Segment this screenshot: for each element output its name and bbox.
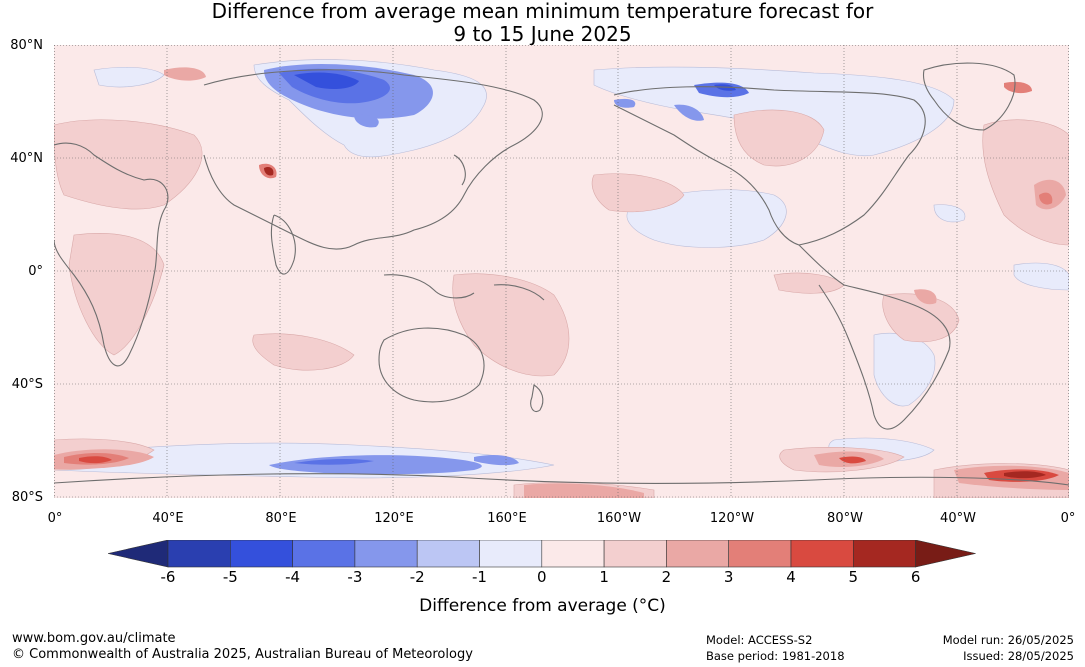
colorbar-title: Difference from average (°C) bbox=[419, 596, 666, 616]
graticule bbox=[54, 45, 1069, 498]
anomaly-map bbox=[54, 45, 1069, 498]
lon-label-80e: 80°E bbox=[265, 511, 297, 526]
warm-anomaly-core bbox=[54, 67, 1069, 498]
footer-model: Model: ACCESS-S2 bbox=[706, 633, 813, 647]
colorbar-tick-label: 1 bbox=[599, 568, 609, 586]
map-svg bbox=[54, 45, 1069, 498]
lon-label-0: 0° bbox=[47, 511, 63, 526]
colorbar-svg bbox=[107, 539, 976, 568]
lat-label-80s: 80°S bbox=[11, 490, 43, 505]
colorbar-segment bbox=[728, 539, 792, 568]
colorbar bbox=[107, 539, 978, 572]
colorbar-segment bbox=[230, 539, 293, 568]
lon-label-80w: 80°W bbox=[827, 511, 863, 526]
lon-label-120e: 120°E bbox=[374, 511, 414, 526]
colorbar-segment bbox=[603, 539, 667, 568]
lat-label-40n: 40°N bbox=[10, 151, 43, 166]
lat-label-0: 0° bbox=[28, 264, 43, 279]
title-line-2: 9 to 15 June 2025 bbox=[453, 22, 632, 46]
chart-title: Difference from average mean minimum tem… bbox=[0, 0, 1085, 46]
colorbar-tick-label: -2 bbox=[409, 568, 425, 586]
colorbar-segment bbox=[354, 539, 418, 568]
colorbar-tick-label: -5 bbox=[222, 568, 238, 586]
footer-issued: Issued: 28/05/2025 bbox=[963, 649, 1074, 663]
lon-label-0-right: 0° bbox=[1060, 511, 1076, 526]
footer-copyright: © Commonwealth of Australia 2025, Austra… bbox=[12, 647, 473, 662]
colorbar-tick-label: 6 bbox=[910, 568, 921, 586]
colorbar-extend-high bbox=[915, 539, 976, 568]
cold-anomaly-core bbox=[264, 63, 749, 475]
coastlines bbox=[54, 62, 1069, 486]
lon-label-160w: 160°W bbox=[596, 511, 642, 526]
colorbar-tick-label: 2 bbox=[661, 568, 672, 586]
colorbar-tick-label: 3 bbox=[723, 568, 734, 586]
colorbar-segment bbox=[416, 539, 480, 568]
title-line-1: Difference from average mean minimum tem… bbox=[211, 0, 874, 23]
colorbar-extend-low bbox=[107, 539, 169, 568]
colorbar-tick-label: -4 bbox=[285, 568, 301, 586]
colorbar-segment bbox=[666, 539, 730, 568]
lon-label-40w: 40°W bbox=[940, 511, 976, 526]
lon-label-40e: 40°E bbox=[152, 511, 184, 526]
lat-label-80n: 80°N bbox=[10, 38, 43, 53]
footer-model-run: Model run: 26/05/2025 bbox=[942, 633, 1074, 647]
footer-url: www.bom.gov.au/climate bbox=[12, 631, 176, 646]
colorbar-tick-label: 4 bbox=[786, 568, 796, 586]
colorbar-tick-label: -3 bbox=[347, 568, 363, 586]
lon-label-120w: 120°W bbox=[709, 511, 755, 526]
colorbar-segment bbox=[790, 539, 854, 568]
colorbar-segment bbox=[479, 539, 543, 568]
colorbar-tick-label: -6 bbox=[160, 568, 176, 586]
footer-base-period: Base period: 1981-2018 bbox=[706, 649, 845, 663]
colorbar-tick-label: 0 bbox=[537, 568, 547, 586]
colorbar-segment bbox=[541, 539, 605, 568]
lat-label-40s: 40°S bbox=[11, 377, 43, 392]
lon-label-160e: 160°E bbox=[487, 511, 527, 526]
colorbar-tick-label: -1 bbox=[472, 568, 487, 586]
colorbar-segment bbox=[292, 539, 356, 568]
colorbar-tick-label: 5 bbox=[848, 568, 859, 586]
colorbar-segment bbox=[852, 539, 916, 568]
colorbar-segment bbox=[167, 539, 231, 568]
